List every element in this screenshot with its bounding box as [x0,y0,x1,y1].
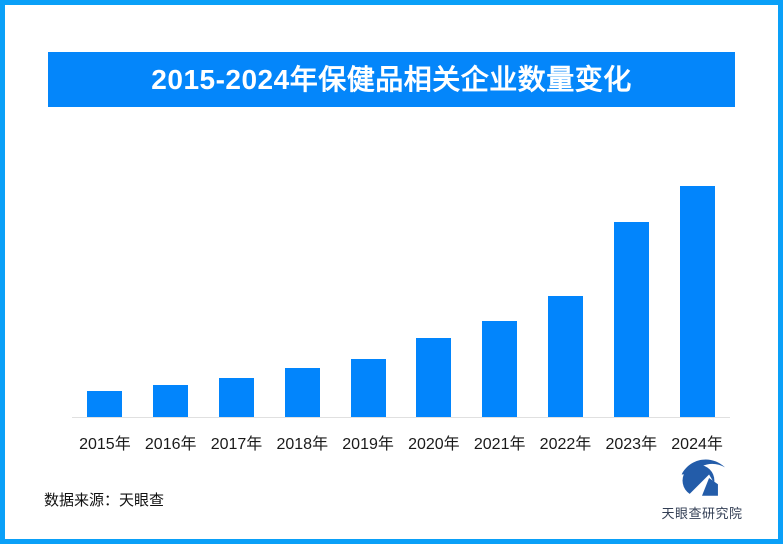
bar-column-2020年 [401,167,467,417]
x-axis-label-2018年: 2018年 [276,436,329,453]
x-axis-label-2021年: 2021年 [473,436,526,453]
x-axis-label-2017年: 2017年 [210,436,263,453]
x-axis-label-2016年: 2016年 [144,436,197,453]
x-axis-labels: 2015年 2016年 2017年 2018年 2019年 2020年 2021年 2022年… [72,430,730,454]
bar-2024年 [679,186,715,417]
bar-2015年 [87,391,123,417]
bars [72,167,730,417]
bar-column-2022年 [533,167,599,417]
x-axis-label-2015年: 2015年 [79,436,131,453]
bar-column-2017年 [204,167,270,417]
bar-column-2015年 [72,167,138,417]
bar-column-2018年 [269,167,335,417]
logo-label: 天眼查研究院 [661,506,743,521]
bar-column-2024年 [664,167,730,417]
bar-column-2021年 [467,167,533,417]
bar-2018年 [284,368,320,417]
bar-column-2016年 [138,167,204,417]
bar-2022年 [547,296,583,417]
bar-2016年 [153,385,189,417]
bar-2019年 [350,359,386,417]
bar-2021年 [482,321,518,417]
tianyancha-research-logo: 天眼查研究院 [652,456,752,522]
bar-column-2023年 [598,167,664,417]
x-axis-label-2022年: 2022年 [539,436,592,453]
tianyancha-eye-icon [652,456,752,500]
bar-2023年 [613,222,649,417]
bar-2020年 [416,338,452,417]
bar-chart [72,167,730,418]
x-axis-label-2024年: 2024年 [671,436,723,453]
bar-2017年 [218,378,254,417]
x-axis-label-2023年: 2023年 [605,436,658,453]
chart-title-banner: 2015-2024年保健品相关企业数量变化 [48,52,735,107]
bar-column-2019年 [335,167,401,417]
data-source-note: 数据来源：天眼查 [44,492,165,509]
x-axis-label-2020年: 2020年 [408,436,460,453]
x-axis-label-2019年: 2019年 [342,436,394,453]
